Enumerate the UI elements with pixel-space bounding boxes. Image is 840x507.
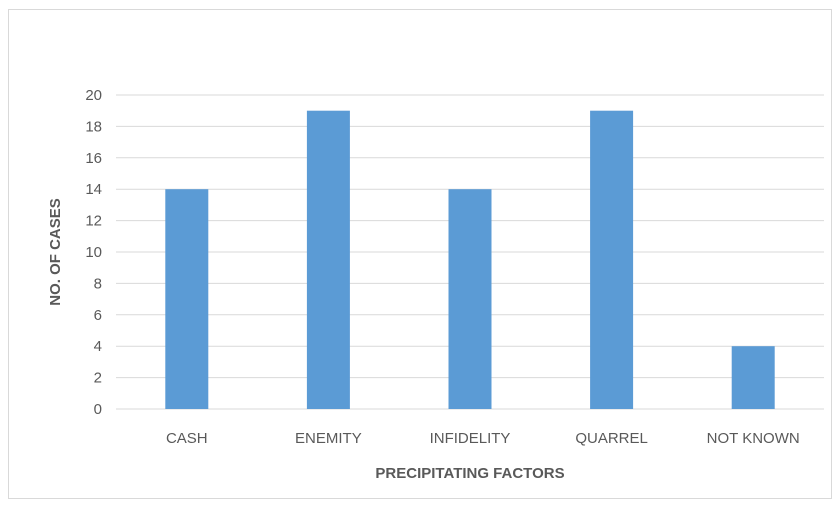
chart-frame [8,9,832,499]
y-tick-label: 12 [85,213,102,230]
y-tick-label: 16 [85,150,102,167]
bar-not-known [731,346,775,409]
x-tick-label: NOT KNOWN [707,430,800,447]
y-tick-label: 2 [94,370,102,387]
x-tick-label: QUARREL [575,430,648,447]
y-tick-label: 18 [85,118,102,135]
x-tick-label: ENEMITY [295,430,362,447]
y-tick-label: 14 [85,181,102,198]
y-tick-label: 20 [85,87,102,104]
y-tick-label: 6 [94,307,102,324]
y-tick-label: 10 [85,244,102,261]
y-tick-label: 0 [94,401,102,418]
bars [165,110,775,409]
y-tick-label: 4 [94,338,102,355]
x-tick-label: INFIDELITY [430,430,511,447]
y-tick-labels: 0 2 4 6 8 10 12 14 16 18 20 [85,87,102,418]
y-axis-title: NO. OF CASES [47,198,64,306]
gridlines [116,94,824,410]
x-tick-labels: CASH ENEMITY INFIDELITY QUARREL NOT KNOWN [166,430,800,447]
y-tick-label: 8 [94,275,102,292]
bar-quarrel [590,110,634,409]
x-axis-title: PRECIPITATING FACTORS [375,465,564,482]
bar-cash [165,189,209,409]
x-tick-label: CASH [166,430,208,447]
bar-infidelity [448,189,492,409]
bar-enemity [306,110,350,409]
